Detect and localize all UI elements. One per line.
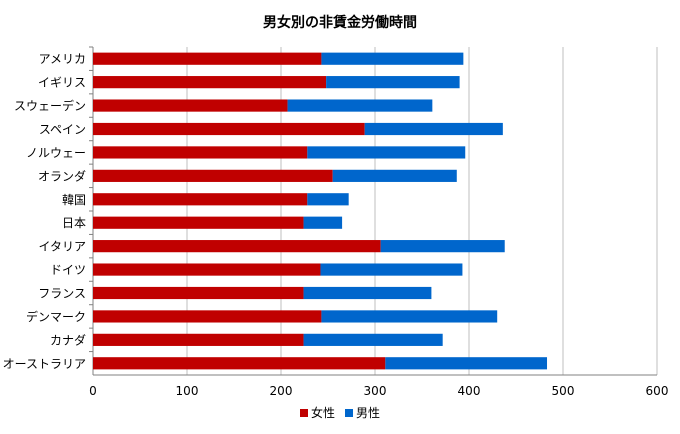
y-category-label: 日本 [62,216,86,230]
y-category-label: オーストラリア [3,357,86,371]
bar-male [320,263,463,276]
bar-male [332,169,457,182]
legend-label: 女性 [311,405,335,420]
bar-male [380,240,505,253]
bar-male [326,76,460,89]
legend-swatch [345,409,353,417]
chart-title: 男女別の非賃金労働時間 [263,15,417,31]
bar-female [93,310,322,323]
bar-female [93,216,304,229]
bar-male [385,357,548,370]
y-category-label: ノルウェー [26,146,86,160]
y-category-label: デンマーク [26,309,86,324]
bar-male [287,99,433,112]
bar-male [303,286,432,300]
bar-female [93,52,322,65]
x-tick-label: 500 [552,384,575,398]
y-category-label: スウェーデン [14,98,86,113]
y-category-label: フランス [38,287,86,301]
bar-male [321,52,464,65]
bar-male [321,310,498,323]
bar-male [307,193,349,206]
y-category-label: イギリス [38,76,86,90]
x-tick-label: 400 [458,384,481,398]
bar-female [93,99,288,112]
y-category-label: アメリカ [39,52,86,66]
y-category-label: イタリア [38,240,86,254]
bar-male [303,333,443,346]
y-category-label: ドイツ [50,263,86,277]
y-category-label: スペイン [39,123,86,137]
bar-female [93,169,333,182]
legend-label: 男性 [356,406,380,420]
y-category-label: オランダ [38,168,86,183]
bar-female [93,146,308,159]
bar-female [93,193,308,206]
bar-female [93,240,381,253]
bar-male [307,146,466,159]
x-tick-label: 100 [176,384,199,398]
x-tick-label: 200 [270,384,293,398]
y-category-label: カナダ [50,332,86,347]
bar-male [303,216,343,229]
bar-female [93,76,327,89]
bar-male [364,122,503,136]
bar-female [93,333,304,346]
bar-female [93,286,304,300]
x-tick-label: 600 [646,384,669,398]
legend-swatch [300,409,308,417]
x-tick-label: 300 [364,384,387,398]
x-tick-label: 0 [89,384,97,398]
y-category-label: 韓国 [62,193,86,207]
bar-female [93,263,321,276]
bar-female [93,357,386,370]
bar-female [93,122,365,136]
